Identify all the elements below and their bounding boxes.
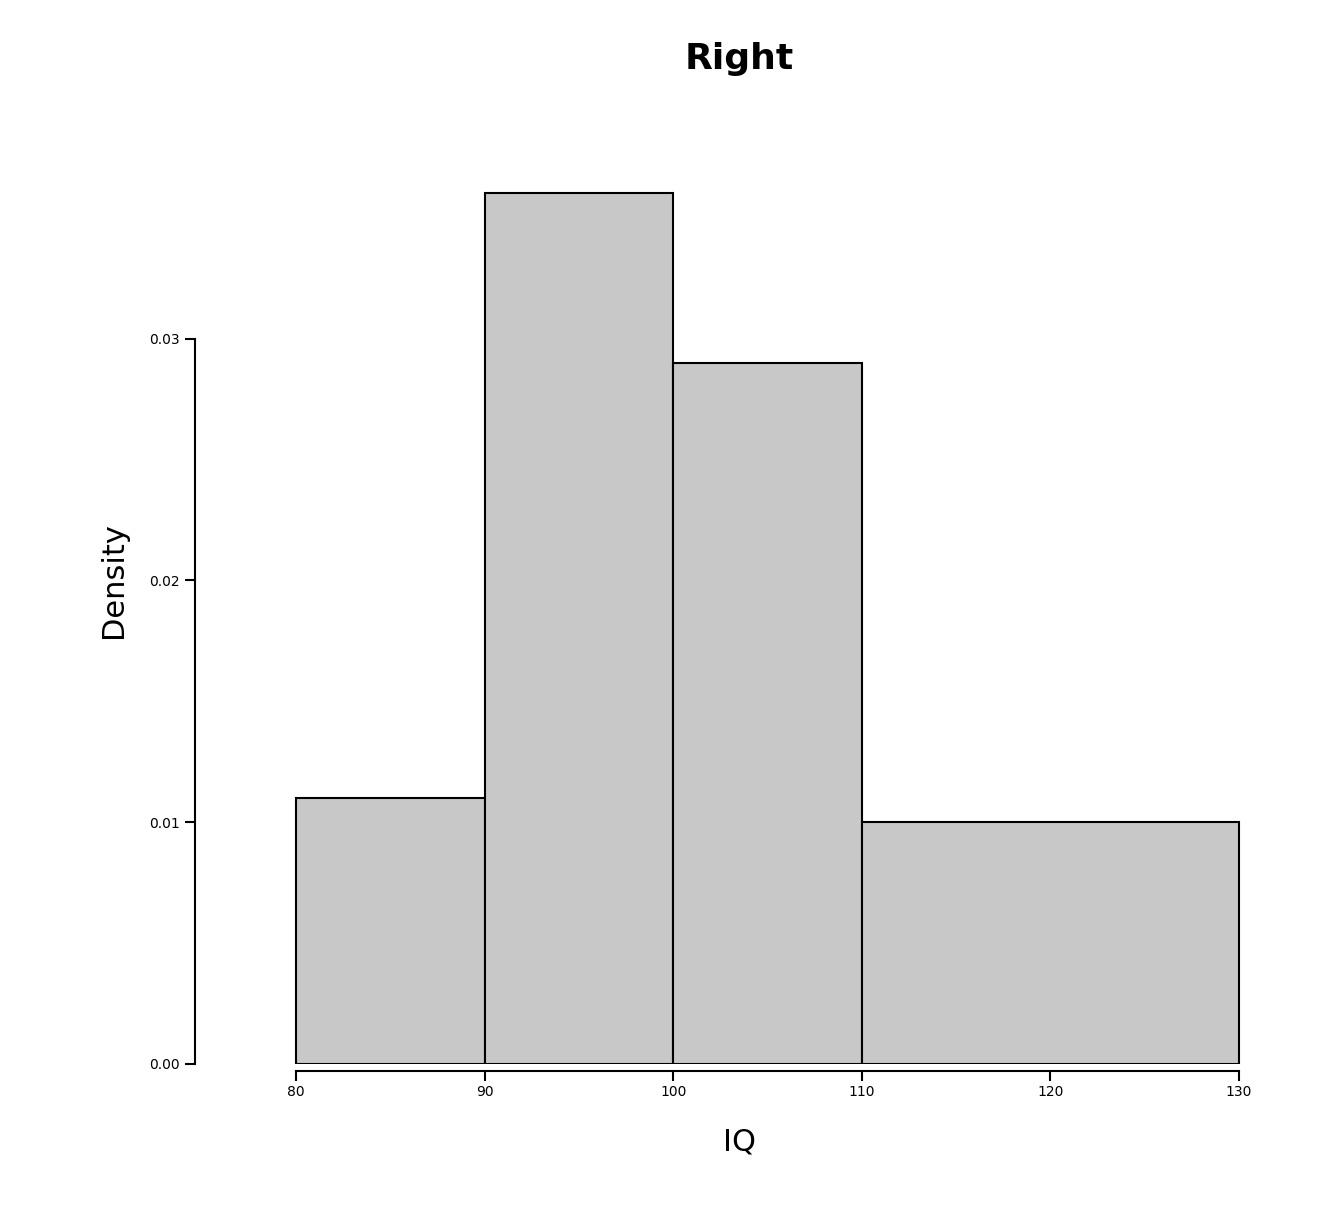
Bar <box>485 193 673 1064</box>
Title: Right: Right <box>684 42 794 76</box>
Bar <box>673 363 862 1064</box>
Bar <box>862 822 1239 1064</box>
Bar <box>296 798 485 1064</box>
X-axis label: IQ: IQ <box>723 1127 755 1156</box>
Y-axis label: Density: Density <box>99 522 129 638</box>
